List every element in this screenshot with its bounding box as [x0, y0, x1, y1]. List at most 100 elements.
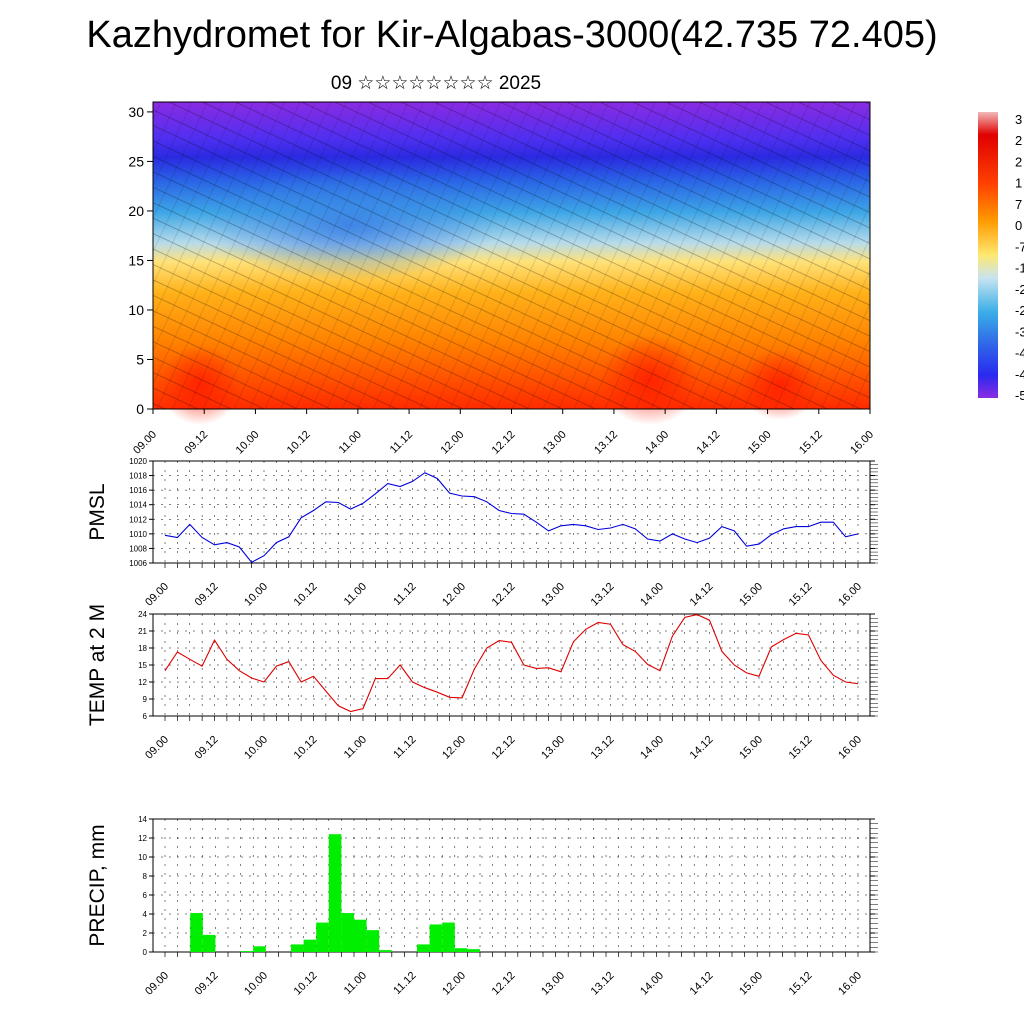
x-tick-label: 11.00: [342, 970, 369, 997]
colorbar-label: 1: [1015, 176, 1022, 191]
x-tick-label: 16.00: [836, 734, 864, 762]
precip-bar: [316, 922, 329, 952]
x-tick-label: 14.12: [695, 429, 723, 457]
y-tick-label: 2: [143, 929, 148, 938]
x-tick-label: 10.12: [292, 970, 320, 998]
x-tick-label: 14.12: [688, 970, 716, 998]
colorbar-label: -2: [1015, 303, 1024, 318]
x-tick-label: 10.12: [285, 429, 313, 457]
y-tick-label: 30: [128, 104, 144, 120]
colorbar-label: 0: [1015, 218, 1022, 233]
x-tick-label: 10.00: [242, 734, 270, 762]
x-tick-label: 12.00: [438, 429, 466, 457]
x-tick-label: 11.12: [391, 734, 418, 761]
x-tick-label: 12.12: [490, 970, 518, 998]
y-tick-label: 20: [128, 203, 144, 219]
x-tick-label: 16.00: [836, 970, 864, 998]
x-tick-label: 16.00: [836, 581, 864, 609]
precip-bar: [366, 930, 380, 952]
x-tick-label: 11.12: [391, 581, 418, 608]
x-tick-label: 09.12: [193, 970, 221, 998]
colorbar-label: 3: [1015, 112, 1022, 127]
x-tick-label: 09.00: [131, 429, 159, 457]
x-tick-label: 14.00: [638, 581, 666, 609]
y-tick-label: 15: [128, 252, 144, 268]
x-tick-label: 15.00: [737, 970, 765, 998]
x-tick-label: 10.00: [242, 581, 270, 609]
y-tick-label: 6: [143, 712, 148, 721]
x-tick-label: 10.12: [292, 581, 320, 609]
colorbar-labels: 3 2 2 1 7 0 -7 -1 -2 -2 -3 -4 -4 -5: [1015, 112, 1024, 403]
x-tick-label: 09.12: [193, 734, 221, 762]
x-tick-label: 12.00: [440, 970, 468, 998]
y-tick-label: 15: [138, 661, 147, 670]
x-tick-label: 11.12: [391, 970, 418, 997]
x-tick-label: 14.00: [638, 734, 666, 762]
y-tick-label: 10: [138, 853, 147, 862]
y-tick-label: 1012: [129, 515, 147, 524]
y-tick-label: 1020: [129, 457, 147, 466]
precip-bar: [190, 913, 203, 952]
series-line: [164, 614, 859, 713]
precip-bar: [417, 944, 430, 952]
y-tick-label: 1018: [129, 472, 147, 481]
precip-bar: [253, 946, 266, 952]
y-tick-label: 0: [136, 401, 144, 417]
x-tick-label: 15.00: [737, 734, 765, 762]
x-tick-label: 15.12: [787, 970, 815, 998]
y-tick-label: 1010: [129, 530, 147, 539]
series-line: [164, 472, 859, 563]
y-tick-label: 6: [143, 891, 148, 900]
x-tick-label: 11.12: [388, 429, 415, 456]
y-axis-label: PRECIP, mm: [86, 824, 109, 946]
x-tick-label: 14.00: [643, 429, 671, 457]
page-title: Kazhydromet for Kir-Algabas-3000(42.735 …: [86, 14, 938, 56]
x-tick-label: 11.00: [337, 429, 364, 456]
plot-frame: [152, 818, 871, 953]
x-tick-label: 10.00: [242, 970, 270, 998]
precip-bar: [379, 950, 392, 952]
x-tick-label: 12.12: [490, 429, 518, 457]
x-tick-label: 10.12: [292, 734, 320, 762]
x-tick-label: 13.12: [589, 581, 617, 609]
x-tick-label: 13.12: [592, 429, 620, 457]
y-tick-label: 5: [136, 351, 144, 367]
x-tick-label: 13.12: [589, 970, 617, 998]
y-tick-label: 4: [143, 910, 148, 919]
y-tick-label: 1006: [129, 559, 147, 568]
y-tick-label: 21: [138, 627, 147, 636]
precip-bar: [202, 934, 216, 952]
x-tick-label: 14.12: [688, 581, 716, 609]
y-axis-label: PMSL: [86, 483, 109, 540]
x-tick-label: 13.12: [589, 734, 617, 762]
x-tick-label: 10.00: [234, 429, 262, 457]
y-tick-label: 9: [143, 695, 148, 704]
y-tick-label: 0: [143, 948, 148, 957]
x-tick-label: 11.00: [342, 734, 369, 761]
precip-bar: [354, 919, 367, 952]
page-subtitle: 09 ☆☆☆☆☆☆☆☆ 2025: [330, 73, 542, 94]
x-tick-label: 09.12: [193, 581, 221, 609]
plot-frame: [152, 460, 871, 564]
colorbar-label: 2: [1015, 154, 1022, 169]
precip-bar: [454, 948, 468, 952]
y-tick-label: 1014: [129, 501, 147, 510]
x-tick-label: 14.00: [638, 970, 666, 998]
x-tick-label: 13.00: [539, 970, 567, 998]
x-tick-label: 12.00: [440, 734, 468, 762]
y-tick-label: 25: [128, 153, 144, 169]
x-tick-label: 14.12: [688, 734, 716, 762]
precip-bar: [303, 939, 317, 952]
x-tick-label: 16.00: [848, 429, 876, 457]
x-tick-label: 09.00: [143, 970, 171, 998]
precip-bar: [429, 924, 443, 952]
x-tick-label: 15.12: [787, 734, 815, 762]
y-axis-label: TEMP at 2 M: [86, 604, 109, 726]
x-tick-label: 12.00: [440, 581, 468, 609]
colorbar-label: -3: [1015, 324, 1024, 339]
y-tick-label: 18: [138, 644, 147, 653]
colorbar-label: -1: [1015, 261, 1024, 276]
colorbar-label: 2: [1015, 133, 1022, 148]
y-tick-label: 12: [138, 678, 147, 687]
